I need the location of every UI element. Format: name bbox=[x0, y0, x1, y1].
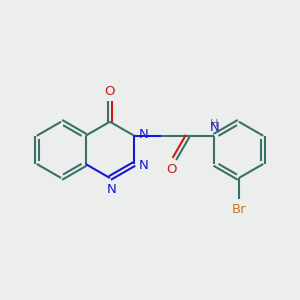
Text: N: N bbox=[138, 159, 148, 172]
Text: N: N bbox=[107, 183, 117, 196]
Text: Br: Br bbox=[232, 203, 246, 217]
Text: O: O bbox=[167, 163, 177, 176]
Text: N: N bbox=[138, 128, 148, 141]
Text: N: N bbox=[210, 121, 219, 134]
Text: O: O bbox=[105, 85, 115, 98]
Text: H: H bbox=[210, 119, 219, 129]
